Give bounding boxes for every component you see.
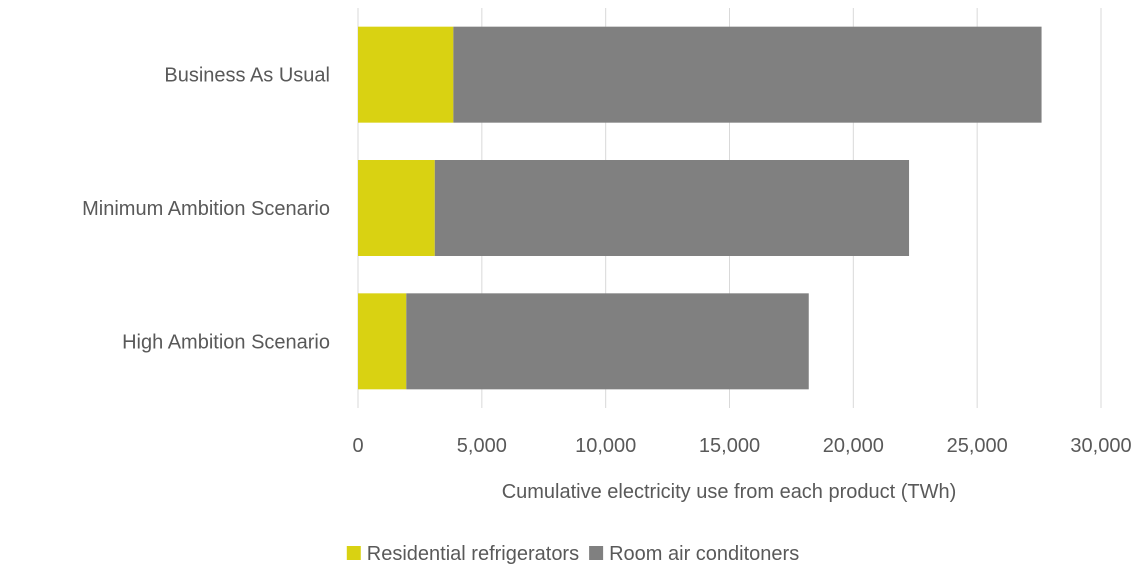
x-tick-label: 0 bbox=[352, 435, 363, 457]
legend-swatch bbox=[589, 546, 604, 560]
bar-segment bbox=[358, 160, 435, 256]
bars bbox=[358, 26, 1042, 390]
x-axis-title: Cumulative electricity use from each pro… bbox=[502, 481, 957, 503]
x-tick-label: 30,000 bbox=[1070, 435, 1131, 457]
x-tick-label: 15,000 bbox=[699, 435, 760, 457]
bar-segment bbox=[406, 293, 809, 390]
x-tick-label: 25,000 bbox=[947, 435, 1008, 457]
legend-swatch bbox=[346, 546, 361, 560]
category-label: Minimum Ambition Scenario bbox=[82, 198, 330, 220]
legend-label: Residential refrigerators bbox=[367, 543, 579, 565]
category-labels: Business As Usual Minimum Ambition Scenar… bbox=[82, 65, 330, 354]
bar-segment bbox=[358, 293, 407, 390]
bar-segment bbox=[434, 160, 910, 256]
x-tick-label: 10,000 bbox=[575, 435, 636, 457]
legend-label: Room air conditoners bbox=[609, 543, 799, 565]
x-tick-label: 5,000 bbox=[457, 435, 507, 457]
x-tick-label: 20,000 bbox=[823, 435, 884, 457]
bar-segment bbox=[358, 26, 454, 123]
category-label: High Ambition Scenario bbox=[122, 331, 330, 353]
bar-segment bbox=[453, 26, 1042, 123]
category-label: Business As Usual bbox=[164, 65, 330, 87]
legend: Residential refrigerators Room air condit… bbox=[346, 543, 799, 565]
x-tick-labels: 0 5,000 10,000 15,000 20,000 25,000 30,000 bbox=[352, 435, 1131, 457]
